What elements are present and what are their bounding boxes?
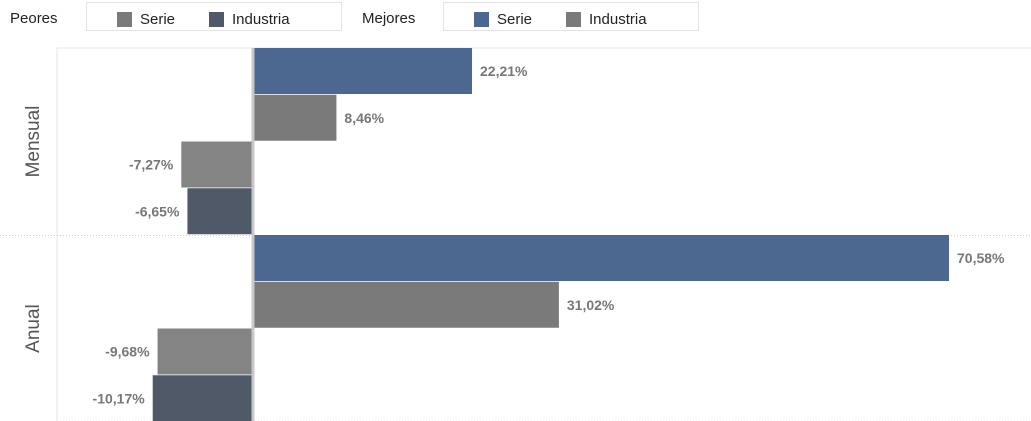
category-label-mensual: Mensual bbox=[23, 106, 44, 178]
bar-label-anual-3: -10,17% bbox=[93, 390, 146, 406]
bar-mensual-1 bbox=[253, 94, 337, 141]
legend-worst-serie-label: Serie bbox=[140, 10, 176, 28]
legend-swatch-best-serie bbox=[474, 11, 489, 27]
legend-best-industria[interactable]: Industria bbox=[566, 10, 647, 28]
legend-worst-industria-label: Industria bbox=[232, 10, 290, 28]
legend-best-label: Mejores bbox=[362, 10, 416, 27]
legend-worst-box: Serie Industria bbox=[86, 2, 342, 31]
category-label-anual: Anual bbox=[23, 304, 44, 353]
legend-swatch-best-industria bbox=[566, 11, 581, 27]
bar-label-mensual-2: -7,27% bbox=[129, 157, 174, 173]
legend-worst-serie[interactable]: Serie bbox=[117, 10, 176, 28]
bar-label-anual-0: 70,58% bbox=[957, 250, 1005, 266]
bar-mensual-2 bbox=[181, 141, 253, 188]
legend-best-serie-label: Serie bbox=[497, 10, 533, 28]
bar-anual-1 bbox=[253, 281, 559, 328]
bar-mensual-0 bbox=[253, 48, 473, 94]
bar-label-mensual-1: 8,46% bbox=[344, 110, 384, 126]
bar-label-mensual-3: -6,65% bbox=[135, 203, 180, 219]
legend-best-serie[interactable]: Serie bbox=[474, 10, 533, 28]
bar-label-anual-1: 31,02% bbox=[567, 297, 615, 313]
bar-anual-0 bbox=[253, 235, 949, 281]
bar-mensual-3 bbox=[187, 188, 253, 235]
bar-anual-2 bbox=[157, 328, 253, 375]
legend-best-industria-label: Industria bbox=[589, 10, 647, 28]
legend-swatch-worst-serie bbox=[117, 11, 132, 27]
legend-worst-industria[interactable]: Industria bbox=[209, 10, 290, 28]
bar-label-anual-2: -9,68% bbox=[105, 344, 150, 360]
legend-worst-label: Peores bbox=[10, 10, 58, 27]
bar-label-mensual-0: 22,21% bbox=[480, 63, 528, 79]
bar-anual-3 bbox=[152, 375, 253, 421]
legend-best-box: Serie Industria bbox=[443, 2, 699, 31]
legend-swatch-worst-industria bbox=[209, 11, 224, 27]
